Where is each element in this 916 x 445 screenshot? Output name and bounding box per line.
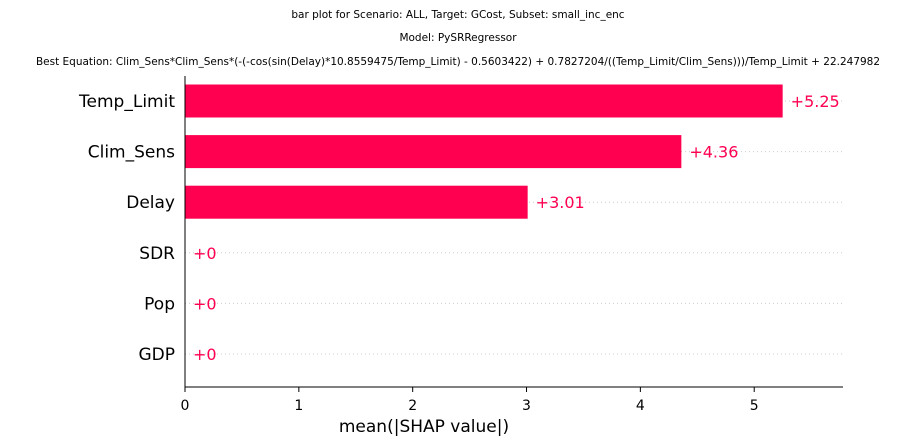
x-tick-label: 2 xyxy=(408,398,417,414)
value-label: +0 xyxy=(193,244,217,263)
category-label: Temp_Limit xyxy=(78,92,175,112)
value-label: +0 xyxy=(193,294,217,313)
category-label: Pop xyxy=(144,294,175,314)
category-label: SDR xyxy=(139,244,175,264)
x-tick-label: 0 xyxy=(181,398,190,414)
value-label: +5.25 xyxy=(791,92,840,111)
bar-temp-limit xyxy=(185,84,783,118)
value-label: +0 xyxy=(193,345,217,364)
category-label-layer: Temp_Limit Clim_Sens Delay SDR Pop GDP xyxy=(78,92,175,365)
bar-clim-sens xyxy=(185,135,682,169)
value-label: +4.36 xyxy=(689,143,738,162)
category-label: Clim_Sens xyxy=(88,143,175,163)
chart-title: bar plot for Scenario: ALL, Target: GCos… xyxy=(291,9,625,21)
x-tick-label: 4 xyxy=(636,398,645,414)
value-label-layer: +5.25 +4.36 +3.01 +0 +0 +0 xyxy=(193,92,840,364)
x-tick-label: 1 xyxy=(294,398,303,414)
x-tick-label: 3 xyxy=(522,398,531,414)
category-label: GDP xyxy=(138,345,175,365)
axis-layer: 0 1 2 3 4 5 mean(|SHAP value|) xyxy=(181,76,843,437)
value-label: +3.01 xyxy=(536,193,585,212)
chart-subtitle-model: Model: PySRRegressor xyxy=(399,32,517,44)
chart-subtitle-equation: Best Equation: Clim_Sens*Clim_Sens*(-(-c… xyxy=(35,56,881,68)
bar-layer xyxy=(185,84,783,219)
bar-delay xyxy=(185,185,528,219)
category-label: Delay xyxy=(126,193,175,213)
x-tick-label: 5 xyxy=(750,398,759,414)
x-axis-label: mean(|SHAP value|) xyxy=(339,417,509,437)
